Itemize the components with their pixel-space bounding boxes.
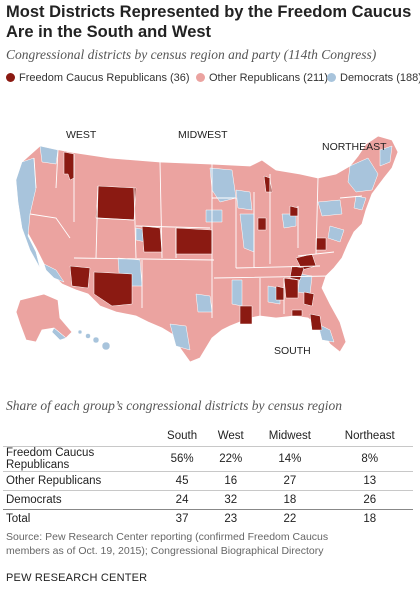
fc-district-wyoming bbox=[95, 185, 137, 221]
row-label-democrats: Democrats bbox=[3, 490, 156, 510]
legend: Freedom Caucus Republicans (36) Other Re… bbox=[6, 72, 420, 88]
fc-district-alabama bbox=[275, 285, 285, 301]
democratic-districts bbox=[15, 145, 393, 351]
column-header-south: South bbox=[167, 430, 198, 442]
legend-swatch-freedom-caucus bbox=[6, 73, 15, 82]
fc-district-arizona-north bbox=[69, 265, 91, 289]
pew-research-center-logo: PEW RESEARCH CENTER bbox=[6, 572, 148, 584]
table-row: Other Republicans 45 16 27 13 bbox=[3, 471, 413, 491]
dem-district-wisconsin bbox=[235, 189, 253, 211]
freedom-caucus-districts bbox=[63, 151, 327, 331]
legend-swatch-other-republicans bbox=[196, 73, 205, 82]
fc-district-louisiana bbox=[239, 305, 253, 325]
dem-district-iowa bbox=[205, 209, 223, 223]
region-label-south: SOUTH bbox=[274, 345, 311, 357]
table-cell: 26 bbox=[326, 490, 413, 510]
dem-district-puget-sound bbox=[39, 145, 59, 165]
hawaii-island-4 bbox=[101, 341, 111, 351]
column-header-midwest: Midwest bbox=[268, 430, 311, 442]
alaska-shape bbox=[15, 293, 73, 343]
fc-district-florida bbox=[309, 313, 323, 331]
legend-item-democrats: Democrats (188) bbox=[327, 72, 420, 84]
table-cell: 16 bbox=[208, 471, 254, 491]
table-cell: 24 bbox=[156, 490, 209, 510]
table-header-blank bbox=[3, 426, 156, 447]
table-row: Democrats 24 32 18 26 bbox=[3, 490, 413, 510]
table-cell: 14% bbox=[253, 446, 327, 472]
legend-label-democrats: Democrats (188) bbox=[340, 72, 420, 84]
fc-district-georgia bbox=[283, 277, 299, 299]
table-cell: 37 bbox=[156, 509, 209, 528]
us-map-svg: WEST MIDWEST NORTHEAST SOUTH bbox=[15, 129, 399, 363]
table-cell: 22 bbox=[253, 509, 327, 528]
table-cell: 18 bbox=[253, 490, 327, 510]
fc-district-ohio bbox=[289, 205, 299, 217]
region-label-northeast: NORTHEAST bbox=[322, 141, 387, 153]
fc-district-florida-panhandle bbox=[291, 309, 303, 317]
region-share-table: South West Midwest Northeast Freedom Cau… bbox=[3, 426, 413, 528]
table-title: Share of each group’s congressional dist… bbox=[6, 398, 342, 413]
region-label-west: WEST bbox=[66, 129, 97, 141]
legend-label-other-republicans: Other Republicans (211) bbox=[209, 72, 329, 84]
table-header-row: South West Midwest Northeast bbox=[3, 426, 413, 447]
row-label-other-republicans: Other Republicans bbox=[3, 471, 156, 491]
legend-item-other-republicans: Other Republicans (211) bbox=[196, 72, 328, 84]
row-label-total: Total bbox=[3, 509, 156, 528]
row-label-freedom-caucus: Freedom Caucus Republicans bbox=[3, 446, 156, 472]
fc-district-south-carolina bbox=[303, 291, 315, 307]
hawaii-inset bbox=[77, 329, 111, 351]
table-cell: 27 bbox=[253, 471, 327, 491]
dem-district-texas-east bbox=[195, 293, 213, 313]
chart-title: Most Districts Represented by the Freedo… bbox=[6, 3, 412, 41]
hawaii-island-3 bbox=[92, 336, 100, 344]
alaska-inset bbox=[15, 293, 73, 343]
state-borders bbox=[29, 149, 363, 318]
fc-district-indiana bbox=[257, 217, 267, 231]
fc-district-virginia-north bbox=[315, 237, 327, 251]
column-header-northeast: Northeast bbox=[344, 430, 395, 442]
chart-subtitle: Congressional districts by census region… bbox=[6, 47, 377, 62]
table-cell: 22% bbox=[208, 446, 254, 472]
legend-swatch-democrats bbox=[327, 73, 336, 82]
hawaii-island-2 bbox=[85, 333, 91, 339]
dem-district-new-england bbox=[347, 157, 379, 193]
dem-district-virginia-maryland bbox=[327, 225, 345, 243]
table-cell: 45 bbox=[156, 471, 209, 491]
table-cell: 23 bbox=[208, 509, 254, 528]
dem-district-maine bbox=[379, 145, 393, 167]
source-note: Source: Pew Research Center reporting (c… bbox=[6, 531, 329, 557]
fc-district-arizona-south bbox=[93, 271, 133, 307]
fc-district-kansas bbox=[175, 227, 213, 255]
region-label-midwest: MIDWEST bbox=[178, 129, 228, 141]
district-map: WEST MIDWEST NORTHEAST SOUTH bbox=[0, 118, 420, 386]
dem-district-pennsylvania bbox=[317, 199, 343, 217]
table-cell: 8% bbox=[326, 446, 413, 472]
table-cell: 32 bbox=[208, 490, 254, 510]
legend-label-freedom-caucus: Freedom Caucus Republicans (36) bbox=[19, 72, 190, 84]
dem-district-socal bbox=[43, 263, 65, 283]
state-border-lines bbox=[29, 149, 363, 318]
column-header-west: West bbox=[217, 430, 244, 442]
table-row: Freedom Caucus Republicans 56% 22% 14% 8… bbox=[3, 446, 413, 472]
table-cell: 13 bbox=[326, 471, 413, 491]
hawaii-island-1 bbox=[77, 329, 83, 335]
legend-item-freedom-caucus: Freedom Caucus Republicans (36) bbox=[6, 72, 190, 84]
alaska-dem-district bbox=[51, 327, 67, 341]
table-cell: 56% bbox=[156, 446, 209, 472]
fc-district-colorado bbox=[141, 225, 163, 253]
dem-district-new-york-city bbox=[353, 195, 367, 211]
dem-district-texas-south bbox=[169, 323, 191, 351]
dem-district-mississippi-delta bbox=[231, 279, 243, 307]
table-cell: 18 bbox=[326, 509, 413, 528]
table-row-total: Total 37 23 22 18 bbox=[3, 509, 413, 528]
